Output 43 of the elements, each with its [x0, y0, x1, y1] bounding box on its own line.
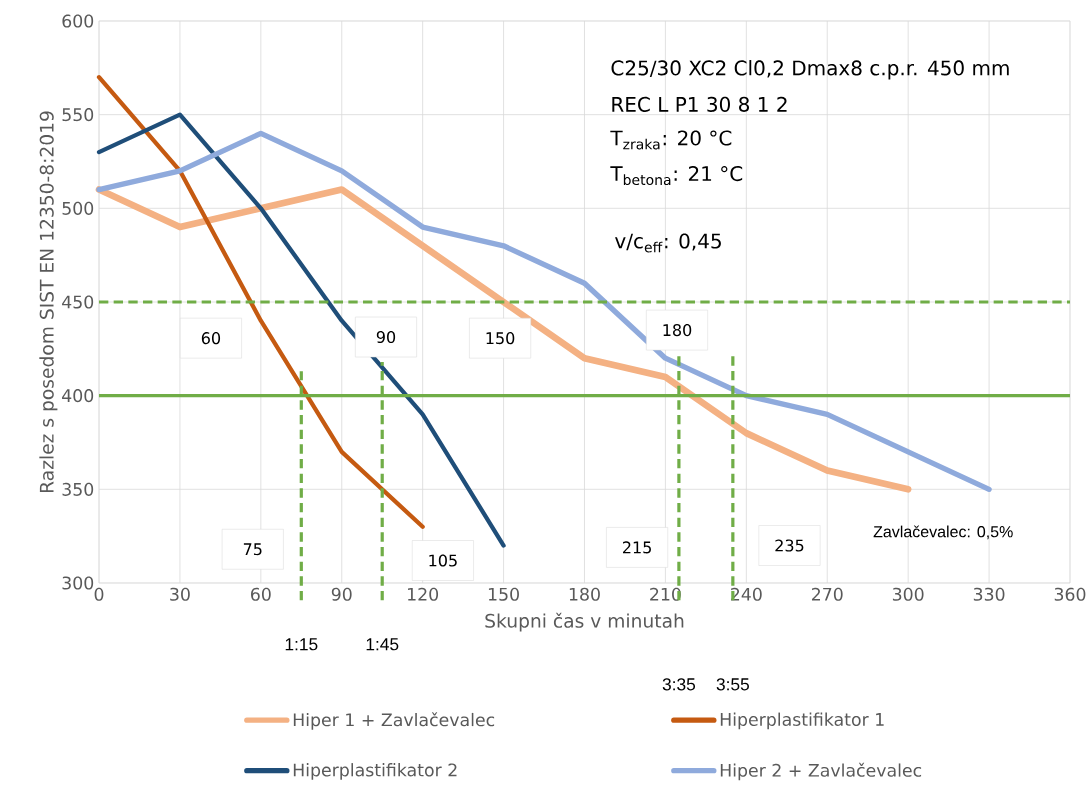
x-tick-label: 120 — [408, 587, 439, 601]
annotation: v/c$_{eff}$: 0,45 — [615, 233, 721, 253]
annotation: 60 — [201, 332, 221, 345]
x-axis-title: Skupni čas v minutah — [485, 612, 684, 632]
y-tick-label: 400 — [62, 389, 94, 403]
text: 1:45 — [366, 638, 399, 651]
text: 3:35 — [662, 678, 696, 691]
annotation: 90 — [376, 330, 396, 344]
annotation: T$_{betona}$: 21 °C — [610, 166, 743, 186]
x-tick-label: 180 — [569, 587, 600, 601]
annotation: 150 — [486, 332, 515, 345]
y-tick-label: 450 — [62, 295, 94, 309]
y-tick-label: 550 — [62, 108, 94, 122]
x-tick-label: 90 — [331, 587, 352, 601]
x-tick-label: 60 — [251, 587, 271, 601]
annotation: 105 — [429, 554, 457, 567]
x-tick-label: 0 — [94, 587, 104, 601]
legend-label: Hiperplastifikator 1 — [720, 712, 884, 730]
text: 1:15 — [285, 638, 318, 651]
annotation: C25/30 XC2 Cl0,2 Dmax8 c.p.r. 450 mm — [611, 60, 1009, 80]
legend-label: Hiper 1 + Zavlačevalec — [293, 712, 495, 730]
annotation: 215 — [623, 541, 651, 554]
legend-label: Hiperplastifikator 2 — [293, 763, 457, 780]
annotation: 180 — [663, 324, 692, 337]
annotation: Zavlačevalec: 0,5% — [873, 525, 1013, 540]
x-tick-label: 330 — [973, 587, 1005, 601]
line-series — [96, 75, 425, 529]
annotation: 235 — [775, 539, 804, 552]
text: 3:55 — [716, 678, 749, 691]
x-tick-label: 30 — [170, 587, 190, 601]
y-tick-label: 500 — [62, 201, 94, 215]
legend-label: Hiper 2 + Zavlačevalec — [720, 762, 922, 781]
x-tick-label: 150 — [488, 587, 519, 601]
x-tick-label: 300 — [892, 587, 924, 601]
annotation: REC L P1 30 8 1 2 — [612, 96, 787, 112]
x-tick-label: 360 — [1054, 587, 1086, 601]
y-tick-label: 350 — [62, 482, 94, 496]
y-tick-label: 300 — [62, 576, 94, 590]
y-tick-label: 600 — [62, 14, 94, 28]
annotation: T$_{zraka}$: 20 °C — [610, 130, 732, 150]
y-axis-title: Razlez s posedom SIST EN 12350-8:2019 — [39, 111, 58, 493]
annotation: 75 — [243, 543, 262, 556]
x-tick-label: 270 — [811, 587, 843, 601]
